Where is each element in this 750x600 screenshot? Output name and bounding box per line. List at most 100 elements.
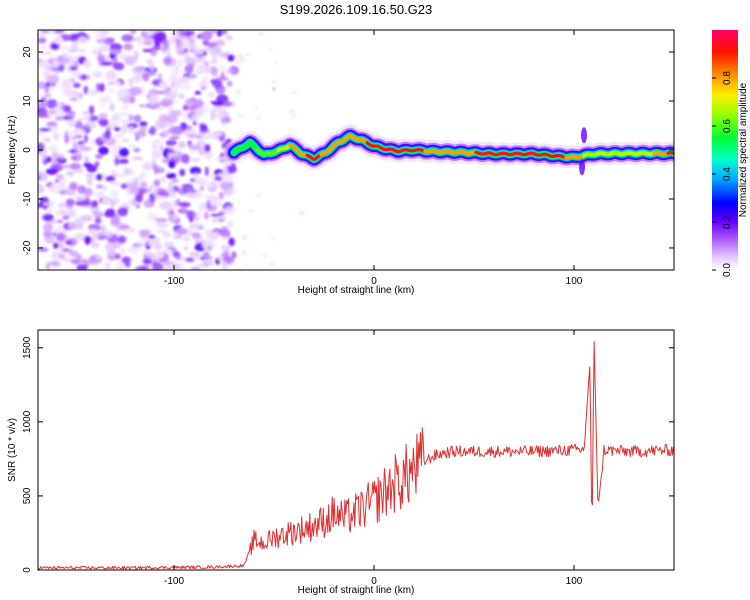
noise-speckle xyxy=(178,202,191,208)
noise-speckle xyxy=(155,123,161,128)
ridge-disturbance xyxy=(579,159,585,176)
noise-speckle xyxy=(169,136,180,140)
noise-speckle xyxy=(133,147,141,153)
noise-speckle xyxy=(210,100,220,105)
snr-xlabel: Height of straight line (km) xyxy=(298,585,415,596)
noise-speckle xyxy=(38,170,45,175)
noise-speckle xyxy=(83,85,89,95)
noise-speckle xyxy=(237,113,245,117)
noise-speckle xyxy=(217,172,228,177)
noise-speckle xyxy=(112,81,122,86)
noise-speckle xyxy=(65,198,75,207)
noise-speckle xyxy=(142,103,147,109)
noise-speckle xyxy=(92,211,104,218)
noise-speckle xyxy=(101,184,108,192)
noise-speckle xyxy=(157,190,170,197)
noise-speckle xyxy=(243,262,247,267)
noise-speckle xyxy=(46,74,59,85)
noise-speckle xyxy=(177,58,185,67)
chart-title: S199.2026.109.16.50.G23 xyxy=(280,2,433,17)
noise-speckle xyxy=(166,149,176,154)
noise-speckle xyxy=(182,236,191,241)
noise-speckle xyxy=(65,112,76,117)
noise-speckle xyxy=(169,191,177,198)
noise-speckle xyxy=(38,82,46,89)
noise-speckle xyxy=(88,261,99,266)
noise-speckle xyxy=(109,116,122,124)
noise-speckle xyxy=(183,246,188,251)
noise-speckle xyxy=(143,249,150,255)
noise-speckle xyxy=(180,41,190,49)
noise-speckle xyxy=(204,245,212,253)
noise-speckle xyxy=(110,190,119,197)
noise-speckle xyxy=(104,262,111,270)
noise-speckle xyxy=(118,95,132,103)
noise-speckle xyxy=(204,211,209,220)
noise-speckle xyxy=(48,144,58,152)
noise-speckle xyxy=(194,90,202,95)
noise-speckle xyxy=(205,200,211,209)
noise-speckle xyxy=(86,164,98,173)
noise-speckle xyxy=(128,81,135,87)
noise-speckle xyxy=(83,59,92,69)
noise-speckle xyxy=(186,133,198,139)
noise-speckle xyxy=(180,82,191,91)
colorbar-tick-label: 0.6 xyxy=(722,119,733,133)
noise-speckle xyxy=(206,183,214,188)
noise-speckle xyxy=(69,182,78,191)
noise-speckle xyxy=(172,99,179,103)
noise-speckle xyxy=(57,57,71,64)
noise-speckle xyxy=(142,72,150,82)
noise-speckle xyxy=(165,139,177,147)
noise-speckle xyxy=(179,256,188,262)
noise-speckle xyxy=(113,173,126,178)
noise-speckle xyxy=(163,56,172,66)
noise-speckle xyxy=(77,141,85,145)
noise-speckle xyxy=(235,59,240,65)
noise-speckle xyxy=(66,171,75,177)
y-tick-label: -20 xyxy=(22,240,33,255)
noise-speckle xyxy=(149,63,155,72)
noise-speckle xyxy=(235,267,239,270)
noise-speckle xyxy=(149,184,154,192)
noise-speckle xyxy=(68,33,81,42)
noise-speckle xyxy=(40,51,53,55)
noise-speckle xyxy=(167,246,176,250)
noise-speckle xyxy=(87,176,93,186)
noise-speckle xyxy=(99,83,105,92)
noise-speckle xyxy=(71,136,76,141)
noise-speckle xyxy=(75,134,83,139)
noise-speckle xyxy=(109,196,120,207)
noise-speckle xyxy=(67,210,75,217)
noise-speckle xyxy=(187,140,193,147)
noise-speckle xyxy=(120,124,128,134)
noise-speckle xyxy=(188,144,202,150)
noise-speckle xyxy=(61,164,71,169)
noise-speckle xyxy=(216,76,229,81)
noise-speckle xyxy=(227,54,235,62)
noise-speckle xyxy=(202,260,214,267)
noise-speckle xyxy=(149,192,156,203)
noise-speckle xyxy=(38,31,43,37)
noise-speckle xyxy=(169,69,182,75)
noise-speckle xyxy=(288,109,295,114)
noise-speckle xyxy=(54,179,60,183)
noise-speckle xyxy=(116,112,129,117)
noise-speckle xyxy=(71,258,81,265)
noise-speckle xyxy=(257,32,265,36)
noise-speckle xyxy=(225,68,235,74)
noise-speckle xyxy=(122,105,129,111)
noise-speckle xyxy=(105,175,116,182)
noise-speckle xyxy=(69,97,78,102)
noise-speckle xyxy=(144,32,152,42)
noise-speckle xyxy=(68,248,73,256)
noise-speckle xyxy=(195,98,204,109)
y-tick-label: 500 xyxy=(22,487,33,504)
noise-speckle xyxy=(195,107,207,113)
noise-speckle xyxy=(212,218,218,223)
y-tick-label: 0 xyxy=(22,147,33,153)
noise-speckle xyxy=(219,30,228,35)
noise-speckle xyxy=(55,36,64,46)
noise-speckle xyxy=(45,168,58,175)
noise-speckle xyxy=(203,75,209,82)
